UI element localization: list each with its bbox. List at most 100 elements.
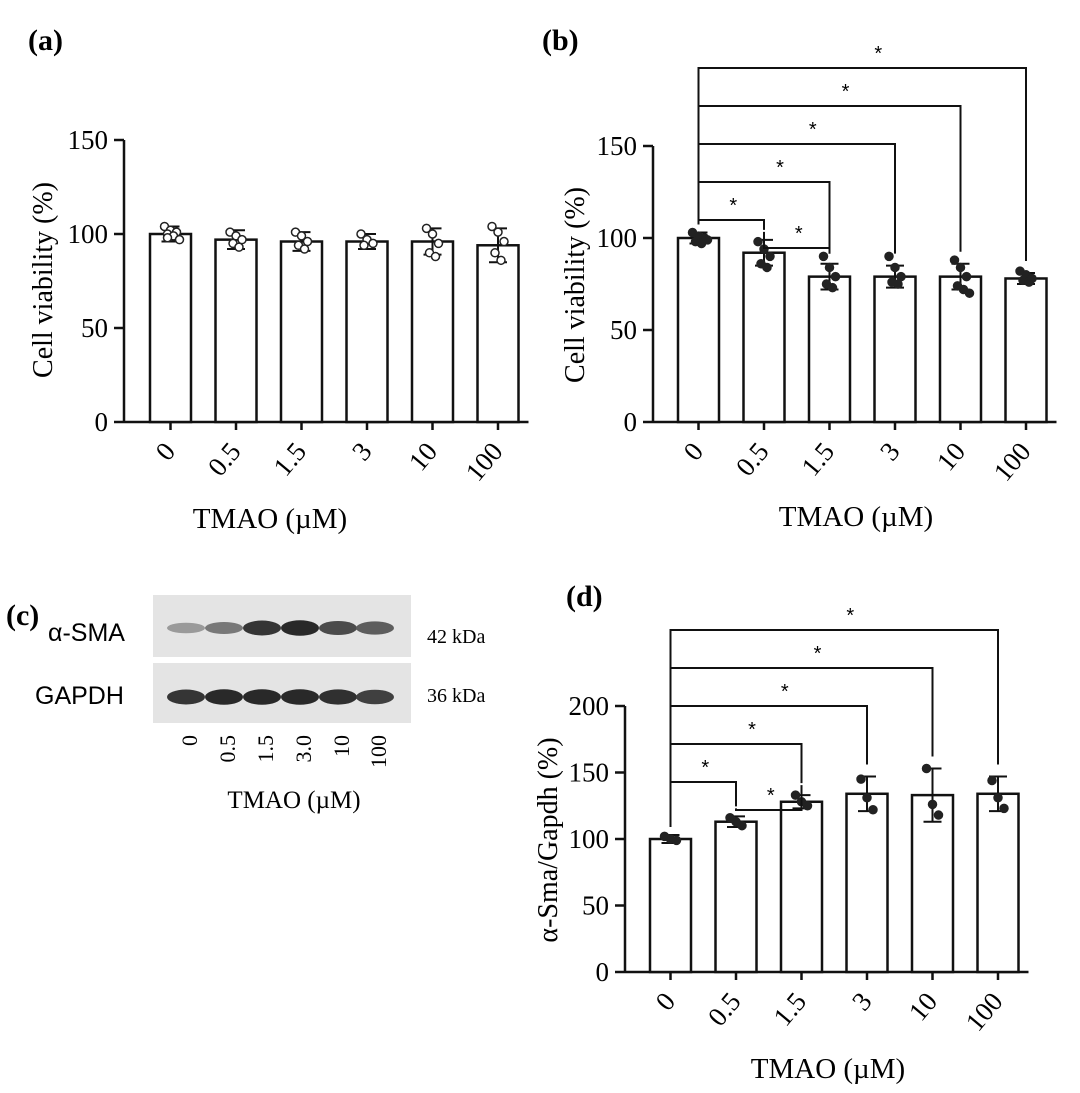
x-axis-title: TMAO (µM) — [779, 501, 933, 533]
blot-lane-label: 0 — [177, 735, 202, 746]
bar — [410, 240, 455, 424]
data-point — [427, 229, 438, 239]
bar — [742, 251, 786, 424]
blot-lane-label: 10 — [329, 735, 354, 757]
data-point — [762, 262, 772, 273]
y-tick-label: 100 — [68, 219, 109, 249]
blot-band — [281, 689, 319, 705]
blot-band — [319, 689, 357, 705]
data-point — [737, 820, 747, 831]
data-point — [433, 238, 444, 249]
significance-star: * — [781, 681, 789, 703]
y-tick-label: 50 — [81, 313, 108, 343]
significance-bracket — [697, 67, 1027, 261]
data-point — [296, 231, 307, 241]
x-tick-label: 0 — [649, 987, 681, 1017]
data-point — [961, 271, 972, 282]
x-tick-label: 10 — [403, 437, 443, 477]
significance-star: * — [795, 223, 803, 245]
blot-band — [243, 620, 281, 636]
blot-x-axis-title: TMAO (µM) — [227, 787, 360, 814]
blot-label-asma: α-SMA — [48, 619, 125, 647]
data-point — [868, 804, 878, 815]
blot-band — [167, 689, 205, 705]
data-point — [671, 835, 682, 846]
x-tick-label: 10 — [903, 987, 943, 1027]
significance-star: * — [846, 605, 854, 627]
bar — [910, 793, 955, 974]
x-tick-label: 100 — [960, 987, 1009, 1037]
bar — [938, 275, 983, 424]
data-point — [827, 282, 838, 293]
significance-bracket — [697, 181, 831, 252]
blot-lane-label: 100 — [366, 735, 391, 768]
data-point — [933, 810, 944, 820]
blot-band — [167, 622, 205, 634]
panel-label-a: (a) — [28, 24, 63, 57]
y-tick-label: 150 — [68, 125, 109, 155]
blot-lane-label: 0.5 — [215, 735, 240, 763]
x-tick-label: 10 — [931, 437, 971, 477]
chart-a: 0 50 100 150 0 0.5 1.5 3 10 100 TMAO (µM) Cell viab… — [28, 125, 529, 535]
y-tick-label: 50 — [610, 315, 637, 345]
bar — [976, 792, 1020, 974]
y-tick-label: 0 — [624, 407, 638, 437]
panel-label-c: (c) — [6, 599, 39, 632]
blot-size-gapdh: 36 kDa — [427, 685, 485, 707]
data-point — [765, 251, 775, 262]
y-tick-label: 100 — [569, 824, 610, 854]
data-point — [487, 221, 497, 232]
panel-label-b: (b) — [542, 24, 579, 57]
x-tick-label: 100 — [460, 437, 509, 487]
blot-lane-label: 1.5 — [253, 735, 278, 763]
data-point — [862, 793, 872, 803]
blot-band — [319, 621, 357, 635]
x-tick-label: 0.5 — [730, 437, 775, 482]
blot-label-gapdh: GAPDH — [35, 682, 124, 710]
bar — [214, 238, 258, 424]
significance-bracket — [763, 231, 831, 254]
data-point — [162, 233, 173, 243]
data-point — [234, 242, 244, 252]
x-tick-label: 0.5 — [202, 437, 247, 482]
x-tick-label: 0 — [149, 437, 181, 467]
x-tick-label: 1.5 — [767, 987, 812, 1032]
data-point — [993, 793, 1003, 803]
x-tick-label: 0 — [677, 437, 709, 467]
x-tick-label: 3 — [874, 437, 906, 467]
blot-band — [205, 689, 243, 705]
y-tick-label: 100 — [597, 223, 638, 253]
y-axis-title: Cell viability (%) — [28, 182, 59, 378]
chart-b: 0 50 100 150 0 0.5 1.5 3 10 100 * * * * * * TMAO (µM) Cel… — [560, 43, 1057, 533]
y-tick-label: 150 — [597, 131, 638, 161]
significance-star: * — [701, 757, 709, 779]
data-point — [430, 251, 441, 262]
bar — [148, 232, 193, 424]
bar — [345, 240, 389, 424]
data-point — [490, 248, 500, 258]
data-point — [818, 251, 829, 262]
data-point — [949, 255, 960, 265]
data-point — [927, 799, 938, 810]
data-point — [856, 774, 866, 784]
bar — [476, 244, 520, 424]
significance-star: * — [842, 81, 850, 103]
y-axis-title: Cell viability (%) — [560, 187, 591, 383]
data-point — [496, 255, 506, 266]
significance-bracket — [697, 219, 765, 230]
x-tick-label: 1.5 — [267, 437, 312, 482]
y-tick-label: 50 — [582, 891, 609, 921]
y-tick-label: 0 — [95, 407, 109, 437]
data-point — [790, 790, 801, 800]
data-point — [921, 763, 932, 774]
blot-lane-label: 3.0 — [291, 735, 316, 763]
significance-star: * — [874, 43, 882, 65]
x-tick-label: 0.5 — [702, 987, 747, 1032]
x-tick-label: 1.5 — [795, 437, 840, 482]
x-tick-label: 3 — [346, 437, 378, 467]
x-tick-label: 3 — [846, 987, 878, 1017]
data-point — [1024, 277, 1034, 287]
y-tick-label: 200 — [569, 691, 610, 721]
blot-size-asma: 42 kDa — [427, 626, 485, 648]
data-point — [802, 801, 813, 811]
